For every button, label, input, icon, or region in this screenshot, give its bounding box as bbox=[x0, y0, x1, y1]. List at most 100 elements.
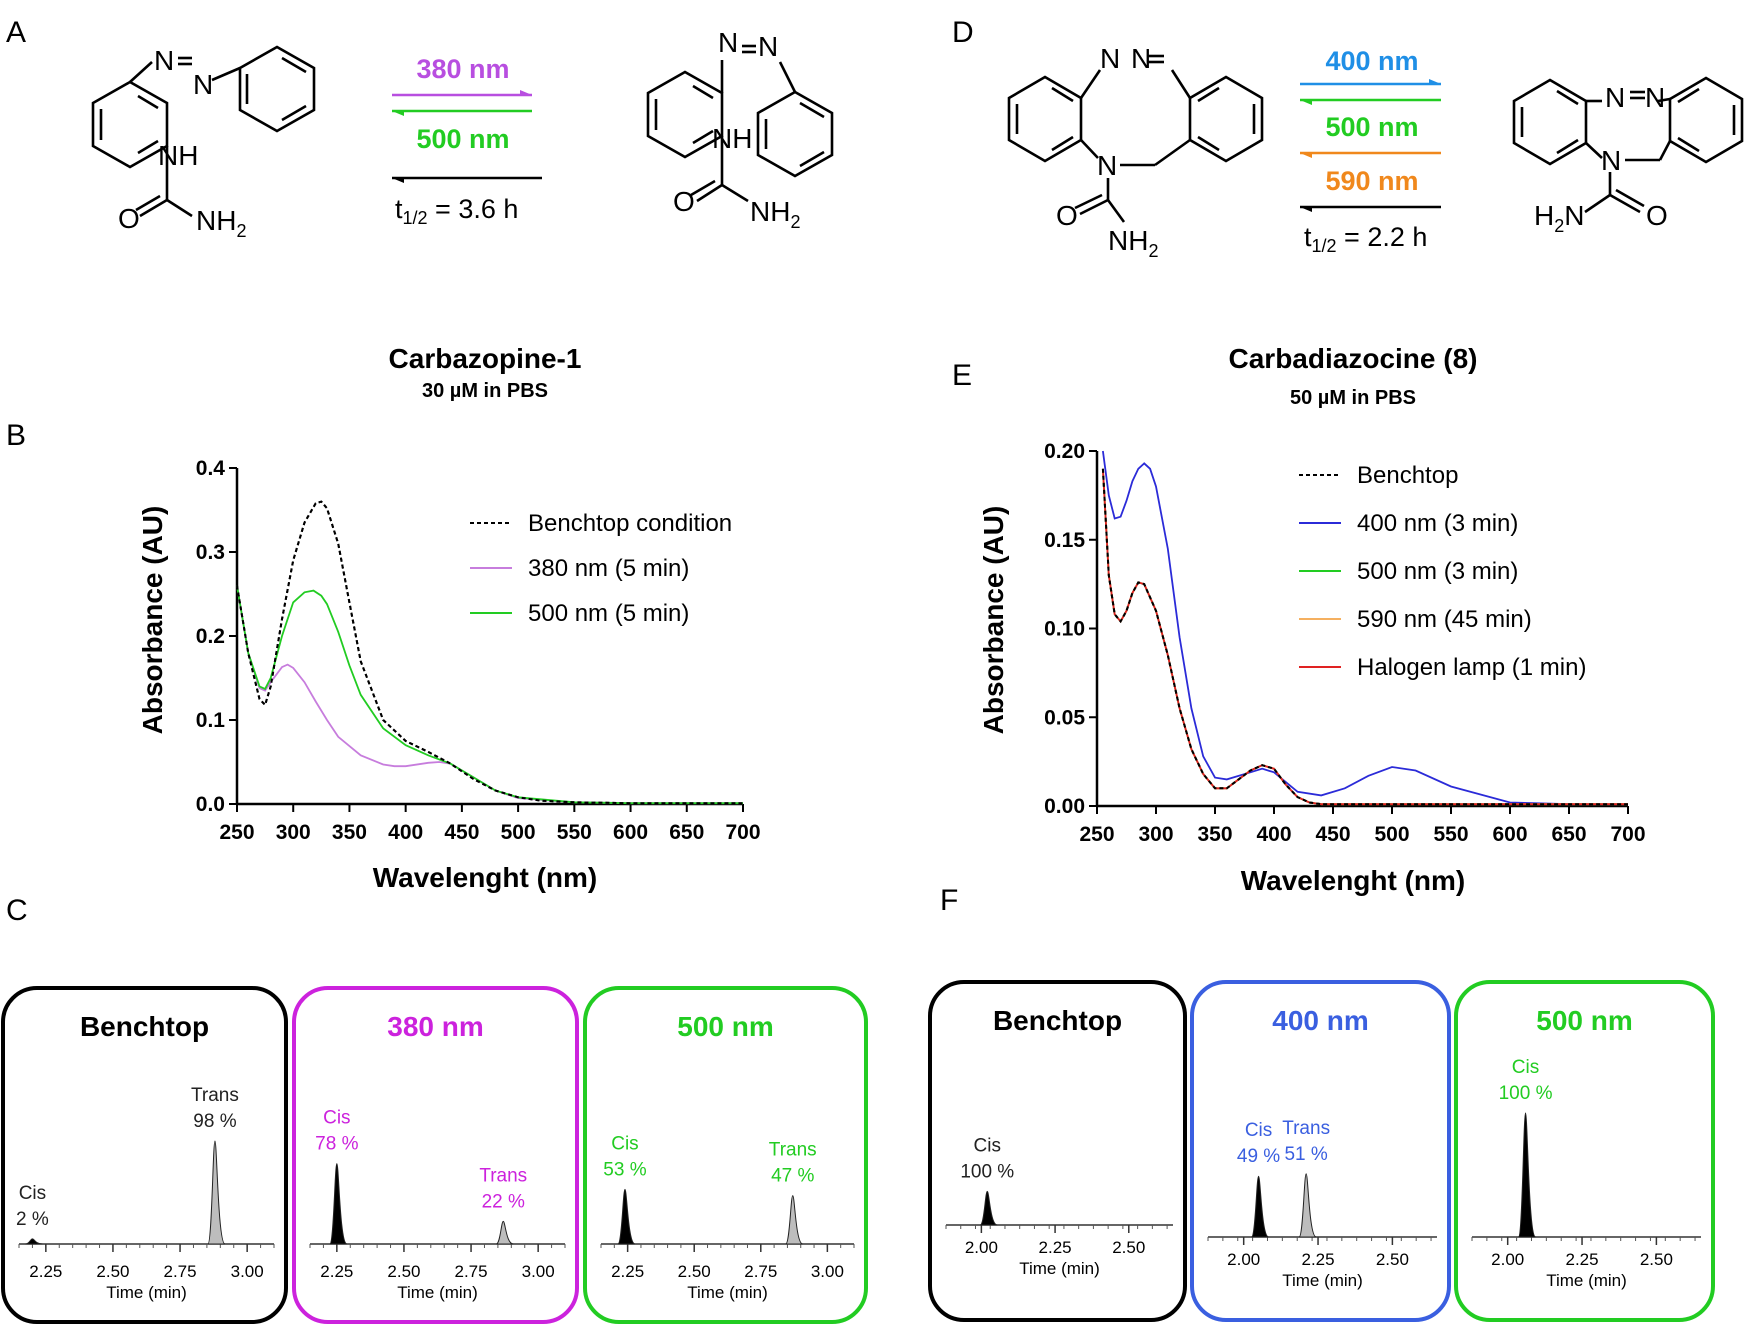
chrom-tick-label: 2.50 bbox=[1376, 1250, 1409, 1269]
chart-b-subtitle: 30 µM in PBS bbox=[422, 380, 548, 402]
atom-nh: NH bbox=[712, 123, 752, 154]
chrom-xlabel: Time (min) bbox=[397, 1283, 478, 1302]
peak-label: Trans bbox=[479, 1165, 527, 1186]
atom-n: N bbox=[718, 27, 738, 58]
chart-e-xlabel: Wavelenght (nm) bbox=[1241, 865, 1466, 896]
atom-n: N bbox=[1100, 43, 1120, 74]
chrom-tick-label: 2.25 bbox=[1565, 1250, 1598, 1269]
peak-label: Trans bbox=[191, 1085, 239, 1106]
peak-label: Trans bbox=[769, 1140, 817, 1161]
chrom-tick-label: 2.50 bbox=[1112, 1238, 1145, 1257]
chrom-xlabel: Time (min) bbox=[687, 1283, 768, 1302]
chrom-box bbox=[1190, 980, 1451, 1322]
chrom-tick-label: 2.25 bbox=[611, 1262, 644, 1281]
peak-label: Cis bbox=[323, 1108, 350, 1129]
chrom-box-title: 400 nm bbox=[1272, 1005, 1369, 1036]
chrom-peak bbox=[25, 1238, 43, 1245]
chrom-box bbox=[292, 986, 579, 1324]
y-tick-label: 0.10 bbox=[1044, 618, 1085, 641]
y-tick-label: 0.00 bbox=[1044, 795, 1085, 818]
chrom-peak bbox=[1518, 1112, 1537, 1238]
peak-label: Cis bbox=[19, 1183, 46, 1204]
peak-percent: 49 % bbox=[1237, 1146, 1280, 1167]
scheme-a-arrows bbox=[392, 90, 542, 183]
chart-e-subtitle: 50 µM in PBS bbox=[1290, 387, 1416, 409]
x-tick-label: 700 bbox=[725, 821, 760, 844]
peak-label: Cis bbox=[1245, 1120, 1272, 1141]
scheme-a-atoms: N N NH O NH2 N N NH O NH2 bbox=[118, 27, 800, 241]
peak-percent: 22 % bbox=[482, 1191, 525, 1212]
chrom-tick-label: 2.25 bbox=[29, 1262, 62, 1281]
chrom-box-title: Benchtop bbox=[993, 1005, 1122, 1036]
x-tick-label: 450 bbox=[444, 821, 479, 844]
atom-nh2: NH2 bbox=[196, 205, 246, 241]
chrom-tick-label: 2.25 bbox=[320, 1262, 353, 1281]
atom-n: N bbox=[1605, 82, 1625, 113]
cis-azobenzene-structure bbox=[646, 44, 834, 203]
x-tick-label: 300 bbox=[1138, 823, 1173, 846]
chromatograms-f: Benchtop 2.00 2.25 2.50 Time (min) Cis 100 % 40… bbox=[928, 980, 1715, 1322]
chrom-xlabel: Time (min) bbox=[1019, 1259, 1100, 1278]
x-tick-label: 600 bbox=[1492, 823, 1527, 846]
atom-n: N bbox=[1601, 145, 1621, 176]
peak-label: Cis bbox=[611, 1133, 638, 1154]
atom-nh: NH bbox=[158, 140, 198, 171]
chrom-peak bbox=[329, 1163, 348, 1245]
chrom-xlabel: Time (min) bbox=[1546, 1271, 1627, 1290]
chart-e-title: Carbadiazocine (8) bbox=[1229, 343, 1478, 374]
x-tick-label: 350 bbox=[1197, 823, 1232, 846]
y-tick-label: 0.05 bbox=[1044, 706, 1085, 729]
chrom-tick-label: 3.00 bbox=[811, 1262, 844, 1281]
atom-h2n: H2N bbox=[1534, 200, 1584, 236]
chrom-tick-label: 2.00 bbox=[1491, 1250, 1524, 1269]
chrom-peak bbox=[979, 1190, 998, 1226]
scheme-d-atoms: N N N O NH2 N N N O H2N bbox=[1056, 43, 1668, 261]
peak-percent: 51 % bbox=[1284, 1144, 1327, 1165]
chrom-tick-label: 3.00 bbox=[522, 1262, 555, 1281]
chrom-tick-label: 2.75 bbox=[455, 1262, 488, 1281]
y-tick-label: 0.1 bbox=[196, 709, 226, 732]
chromatograms-c: Benchtop 2.25 2.50 2.75 3.00 Time (min) Cis 2 %… bbox=[1, 986, 868, 1324]
legend-label: 500 nm (3 min) bbox=[1357, 558, 1518, 585]
chrom-peak bbox=[617, 1188, 636, 1245]
chrom-box bbox=[928, 980, 1187, 1322]
panel-label-f: F bbox=[940, 884, 958, 917]
legend-label: Benchtop bbox=[1357, 462, 1458, 489]
peak-percent: 2 % bbox=[16, 1209, 49, 1230]
y-tick-label: 0.0 bbox=[196, 793, 225, 816]
chart-b-ylabel: Absorbance (AU) bbox=[137, 506, 168, 735]
peak-percent: 100 % bbox=[1499, 1083, 1553, 1104]
atom-nh2: NH2 bbox=[750, 196, 800, 232]
legend-label: Benchtop condition bbox=[528, 510, 732, 537]
peak-percent: 98 % bbox=[193, 1111, 236, 1132]
panel-label-c: C bbox=[6, 894, 28, 927]
series-line-benchtop-overlay bbox=[1101, 468, 1628, 806]
atom-n: N bbox=[1645, 82, 1665, 113]
x-tick-label: 550 bbox=[557, 821, 592, 844]
atom-n: N bbox=[154, 45, 174, 76]
chrom-peak bbox=[1251, 1175, 1270, 1238]
x-tick-label: 250 bbox=[219, 821, 254, 844]
half-life-a: t1/2 = 3.6 h bbox=[395, 194, 518, 228]
series-line-benchtop-overlay bbox=[236, 500, 743, 805]
arrow-label-500nm: 500 nm bbox=[416, 124, 509, 154]
series-line-1 bbox=[1102, 450, 1628, 806]
chrom-tick-label: 2.50 bbox=[1640, 1250, 1673, 1269]
chrom-tick-label: 2.00 bbox=[1227, 1250, 1260, 1269]
diazocine-structure-right bbox=[1512, 76, 1744, 214]
x-tick-label: 600 bbox=[613, 821, 648, 844]
chrom-box bbox=[1454, 980, 1715, 1322]
peak-percent: 78 % bbox=[315, 1134, 358, 1155]
atom-o: O bbox=[118, 203, 140, 234]
x-tick-label: 700 bbox=[1610, 823, 1645, 846]
peak-percent: 53 % bbox=[603, 1159, 646, 1180]
chrom-peak bbox=[1298, 1173, 1317, 1238]
arrow-label-590nm: 590 nm bbox=[1325, 166, 1418, 196]
peak-percent: 47 % bbox=[771, 1166, 814, 1187]
x-tick-label: 250 bbox=[1079, 823, 1114, 846]
legend-label: 590 nm (45 min) bbox=[1357, 606, 1532, 633]
chrom-tick-label: 2.75 bbox=[164, 1262, 197, 1281]
atom-o: O bbox=[1056, 200, 1078, 231]
atom-o: O bbox=[1646, 200, 1668, 231]
atom-n: N bbox=[758, 31, 778, 62]
